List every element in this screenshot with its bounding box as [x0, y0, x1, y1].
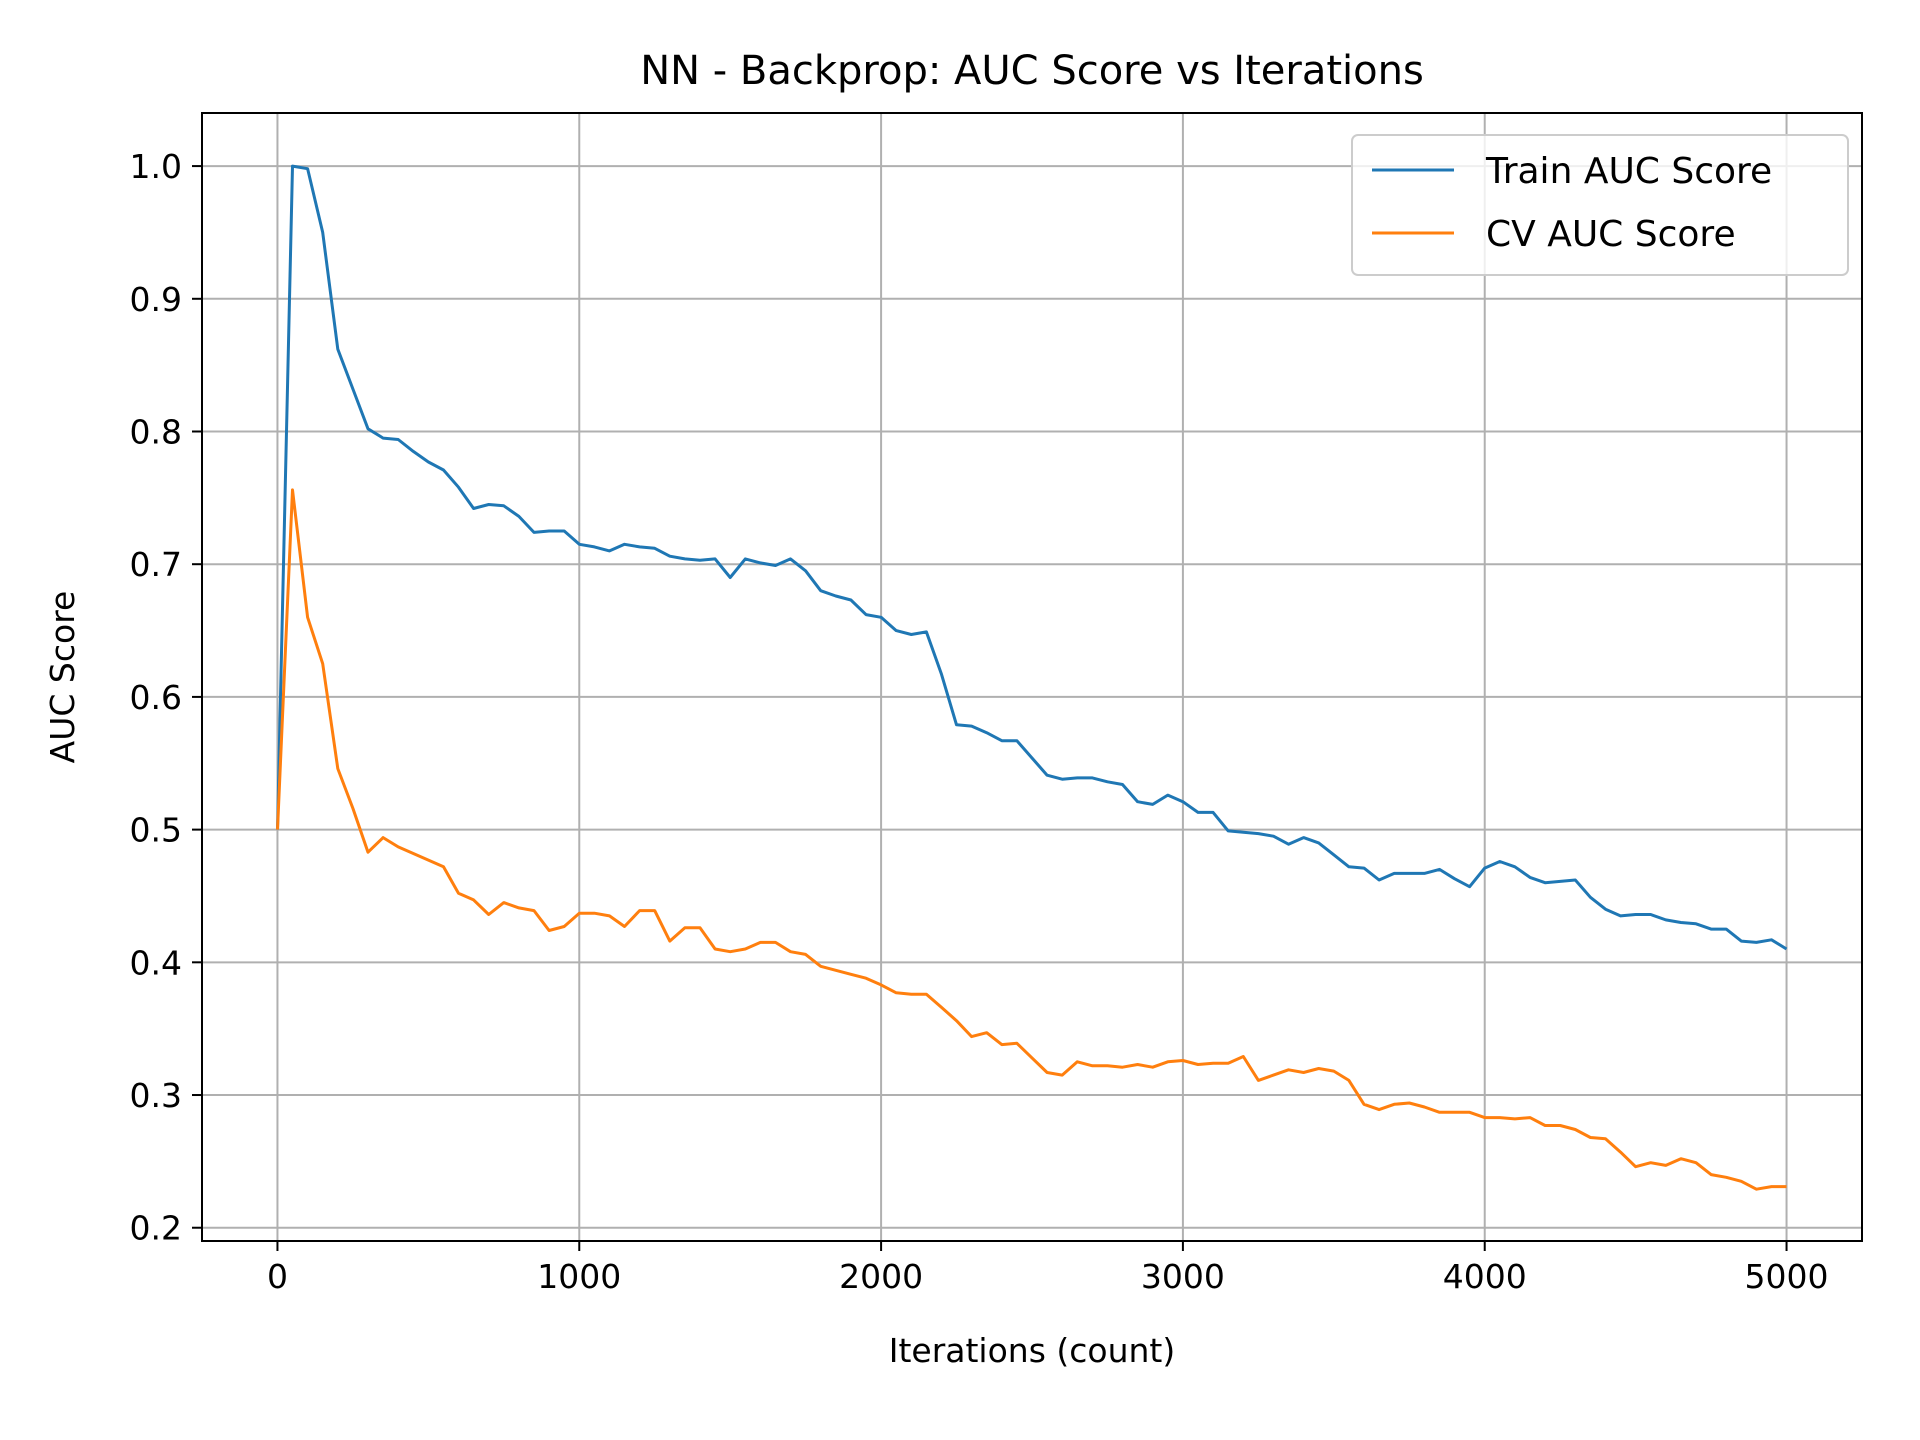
x-tick-label: 2000 [839, 1257, 923, 1296]
y-tick-label: 0.7 [130, 545, 182, 584]
y-tick-label: 0.5 [130, 811, 182, 850]
y-tick-label: 0.2 [130, 1209, 182, 1248]
legend-label-train: Train AUC Score [1485, 151, 1772, 192]
series-line-train-auc [276, 164, 1788, 951]
legend-box [1351, 134, 1849, 276]
y-tick-label: 0.9 [130, 280, 182, 319]
x-tick-label: 1000 [537, 1257, 621, 1296]
y-tick-label: 0.8 [130, 412, 182, 451]
chart-title: NN - Backprop: AUC Score vs Iterations [640, 48, 1424, 94]
y-tick-label: 0.6 [130, 678, 182, 717]
x-tick-label: 5000 [1745, 1257, 1829, 1296]
plot-frame [201, 112, 1863, 1242]
legend-label-cv: CV AUC Score [1486, 214, 1736, 255]
x-tick-label: 3000 [1141, 1257, 1225, 1296]
x-axis-label: Iterations (count) [889, 1331, 1176, 1370]
x-tick-label: 0 [267, 1257, 288, 1296]
grid [202, 113, 1862, 1241]
series-group [276, 164, 1788, 1191]
y-tick-label: 0.3 [130, 1076, 182, 1115]
ticks: 0 1000 2000 3000 4000 5000 0.2 0.3 0.4 0.5 0.6 0.7 0… [130, 147, 1829, 1296]
legend: Train AUC Score CV AUC Score [1351, 134, 1849, 276]
series-line-cv-auc [276, 488, 1787, 1191]
y-axis-label: AUC Score [43, 591, 82, 764]
y-tick-label: 0.4 [130, 943, 182, 982]
x-tick-label: 4000 [1443, 1257, 1527, 1296]
y-tick-label: 1.0 [130, 147, 182, 186]
